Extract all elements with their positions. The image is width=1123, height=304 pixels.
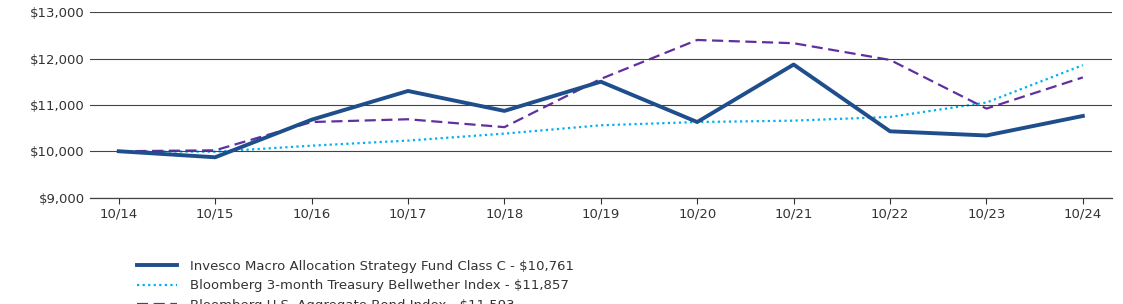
Invesco Macro Allocation Strategy Fund Class C - $10,761 [594,80,608,84]
Bloomberg U.S. Aggregate Bond Index - $11,593 [979,107,993,110]
Bloomberg 3-month Treasury Bellwether Index - $11,857 [1076,63,1089,67]
Invesco Macro Allocation Strategy Fund Class C - $10,761 [691,120,704,124]
Bloomberg U.S. Aggregate Bond Index - $11,593 [304,120,318,124]
Bloomberg U.S. Aggregate Bond Index - $11,593 [884,58,897,62]
Invesco Macro Allocation Strategy Fund Class C - $10,761 [497,109,511,113]
Invesco Macro Allocation Strategy Fund Class C - $10,761 [401,89,414,93]
Invesco Macro Allocation Strategy Fund Class C - $10,761 [209,155,222,159]
Bloomberg 3-month Treasury Bellwether Index - $11,857 [304,144,318,147]
Invesco Macro Allocation Strategy Fund Class C - $10,761 [787,63,801,66]
Bloomberg 3-month Treasury Bellwether Index - $11,857 [787,119,801,123]
Bloomberg 3-month Treasury Bellwether Index - $11,857 [209,150,222,154]
Bloomberg U.S. Aggregate Bond Index - $11,593 [787,41,801,45]
Invesco Macro Allocation Strategy Fund Class C - $10,761 [884,130,897,133]
Invesco Macro Allocation Strategy Fund Class C - $10,761 [979,134,993,137]
Bloomberg U.S. Aggregate Bond Index - $11,593 [497,125,511,129]
Line: Bloomberg U.S. Aggregate Bond Index - $11,593: Bloomberg U.S. Aggregate Bond Index - $1… [119,40,1083,151]
Bloomberg 3-month Treasury Bellwether Index - $11,857 [884,115,897,119]
Invesco Macro Allocation Strategy Fund Class C - $10,761 [304,118,318,122]
Line: Bloomberg 3-month Treasury Bellwether Index - $11,857: Bloomberg 3-month Treasury Bellwether In… [119,65,1083,152]
Bloomberg U.S. Aggregate Bond Index - $11,593 [691,38,704,42]
Bloomberg 3-month Treasury Bellwether Index - $11,857 [691,120,704,124]
Bloomberg 3-month Treasury Bellwether Index - $11,857 [594,123,608,127]
Bloomberg U.S. Aggregate Bond Index - $11,593 [594,77,608,81]
Bloomberg U.S. Aggregate Bond Index - $11,593 [112,150,126,153]
Bloomberg 3-month Treasury Bellwether Index - $11,857 [979,101,993,104]
Bloomberg 3-month Treasury Bellwether Index - $11,857 [497,132,511,136]
Bloomberg 3-month Treasury Bellwether Index - $11,857 [401,139,414,142]
Invesco Macro Allocation Strategy Fund Class C - $10,761 [1076,114,1089,118]
Legend: Invesco Macro Allocation Strategy Fund Class C - $10,761, Bloomberg 3-month Trea: Invesco Macro Allocation Strategy Fund C… [137,260,574,304]
Bloomberg 3-month Treasury Bellwether Index - $11,857 [112,150,126,153]
Invesco Macro Allocation Strategy Fund Class C - $10,761 [112,150,126,153]
Bloomberg U.S. Aggregate Bond Index - $11,593 [209,148,222,152]
Line: Invesco Macro Allocation Strategy Fund Class C - $10,761: Invesco Macro Allocation Strategy Fund C… [119,64,1083,157]
Bloomberg U.S. Aggregate Bond Index - $11,593 [1076,76,1089,79]
Bloomberg U.S. Aggregate Bond Index - $11,593 [401,117,414,121]
